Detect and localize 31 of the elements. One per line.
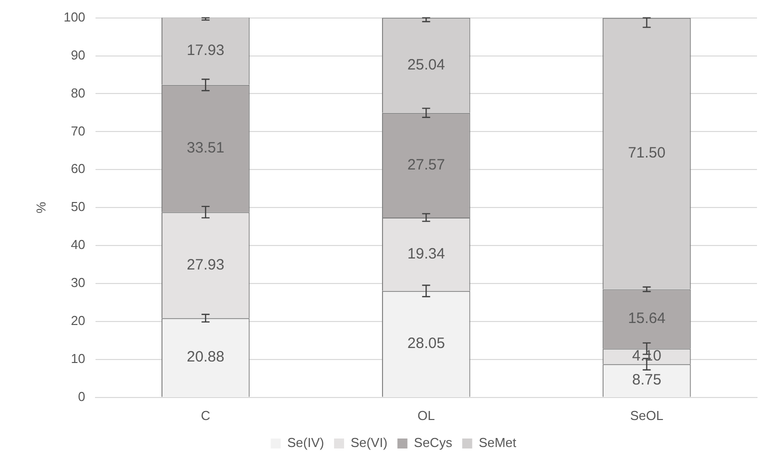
data-label: 28.05 bbox=[407, 335, 445, 352]
data-label: 33.51 bbox=[186, 140, 224, 157]
y-tick-label: 80 bbox=[70, 85, 86, 100]
x-tick-label: C bbox=[200, 408, 210, 423]
y-tick-label: 70 bbox=[70, 123, 86, 138]
data-label: 4.10 bbox=[632, 348, 662, 365]
y-tick-label: 10 bbox=[70, 351, 86, 366]
y-tick-label: 40 bbox=[70, 237, 86, 252]
data-label: 19.34 bbox=[407, 245, 445, 262]
data-label: 17.93 bbox=[186, 42, 224, 60]
x-tick-label: SeOL bbox=[630, 408, 664, 423]
data-label: 8.75 bbox=[632, 372, 662, 389]
data-label: 20.88 bbox=[186, 348, 224, 366]
data-label: 15.64 bbox=[628, 310, 666, 328]
y-tick-label: 90 bbox=[70, 47, 86, 62]
x-tick-label: OL bbox=[417, 408, 435, 423]
y-tick-label: 30 bbox=[70, 275, 86, 290]
legend-label: Se(IV) bbox=[287, 435, 324, 450]
data-label: 71.50 bbox=[628, 144, 666, 162]
y-tick-label: 20 bbox=[70, 313, 86, 328]
y-tick-label: 50 bbox=[70, 199, 86, 214]
y-tick-label: 0 bbox=[78, 388, 86, 404]
legend-label: Se(VI) bbox=[350, 435, 388, 450]
y-tick-label: 100 bbox=[64, 9, 86, 24]
legend-label: SeCys bbox=[414, 435, 453, 450]
data-label: 27.57 bbox=[407, 156, 445, 174]
legend-label: SeMet bbox=[478, 435, 517, 450]
y-tick-label: 60 bbox=[70, 161, 86, 176]
data-label: 27.93 bbox=[186, 256, 224, 274]
data-label: 25.04 bbox=[407, 56, 445, 74]
y-axis-title: % bbox=[33, 201, 48, 214]
